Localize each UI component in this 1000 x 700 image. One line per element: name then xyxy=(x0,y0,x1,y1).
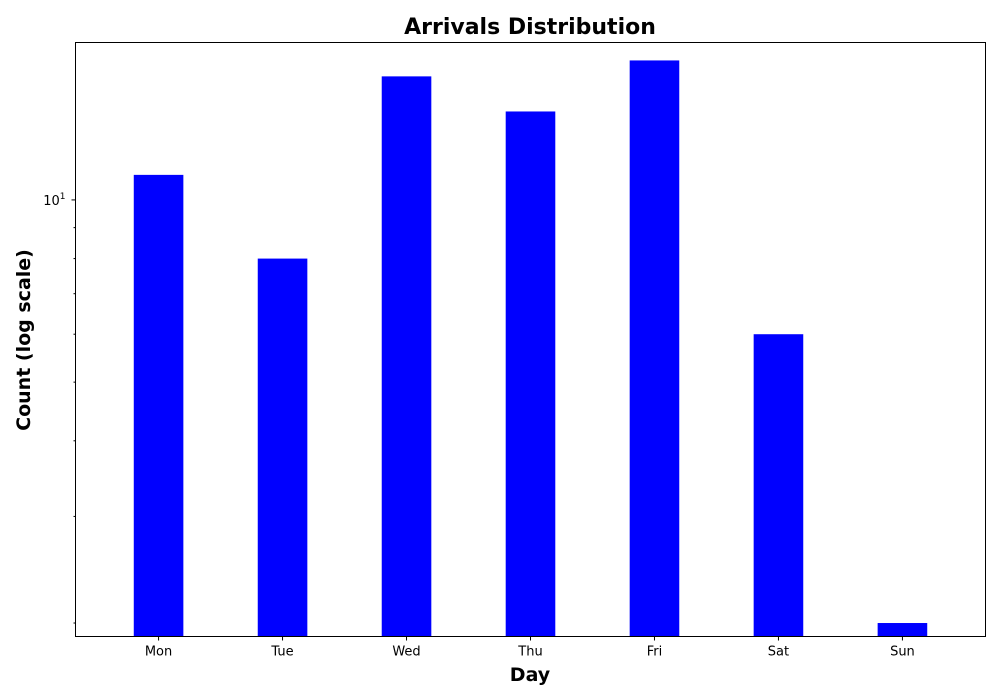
bar-thu xyxy=(505,111,556,637)
chart-title: Arrivals Distribution xyxy=(404,15,656,40)
x-tick-label: Wed xyxy=(392,645,420,660)
y-tick-label: 101 xyxy=(43,192,65,209)
y-axis-label: Count (log scale) xyxy=(13,249,35,431)
bar-mon xyxy=(133,174,184,637)
x-tick-label: Sat xyxy=(768,645,789,660)
x-ticks: Mon Tue Wed Thu Fri Sat Sun xyxy=(145,636,915,660)
bar-fri xyxy=(629,60,680,637)
bar-wed xyxy=(381,76,432,637)
bars xyxy=(133,60,928,637)
x-tick-label: Mon xyxy=(145,645,172,660)
plot-area-frame xyxy=(75,42,986,637)
x-axis-label: Day xyxy=(510,664,551,686)
y-tick-label-base: 10 xyxy=(43,194,60,209)
x-tick-label: Thu xyxy=(517,645,542,660)
bar-sun xyxy=(877,623,928,637)
bar-tue xyxy=(257,258,308,637)
x-tick-label: Sun xyxy=(890,645,915,660)
x-tick-label: Fri xyxy=(647,645,663,660)
y-ticks: 101 xyxy=(43,192,76,624)
bar-sat xyxy=(753,334,804,637)
x-tick-label: Tue xyxy=(270,645,293,660)
y-tick-label-exponent: 1 xyxy=(60,192,66,202)
